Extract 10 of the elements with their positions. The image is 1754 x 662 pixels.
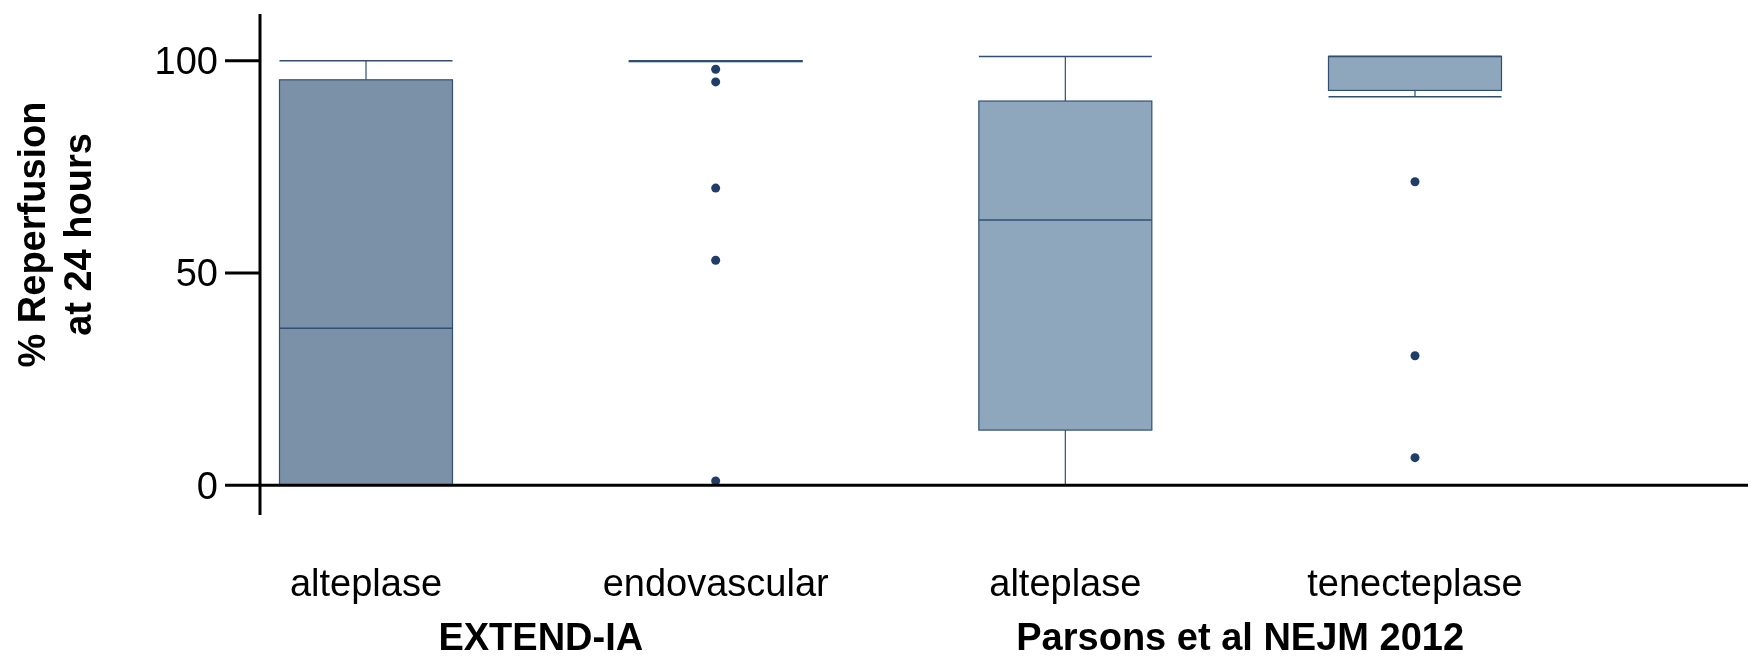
x-tick-label: alteplase <box>989 562 1142 604</box>
x-tick-label: tenecteplase <box>1307 562 1523 604</box>
y-tick-label: 0 <box>196 464 218 507</box>
y-tick-label: 100 <box>154 40 218 82</box>
text: EXTEND-IA <box>438 616 644 658</box>
y-axis-title: % Reperfusion at 24 hours <box>11 101 99 368</box>
text: Parsons et al NEJM 2012 <box>1016 616 1465 658</box>
x-tick-label: endovascular <box>602 562 830 604</box>
x-tick-label: alteplase <box>289 562 443 604</box>
y-tick-label: 50 <box>175 252 218 295</box>
